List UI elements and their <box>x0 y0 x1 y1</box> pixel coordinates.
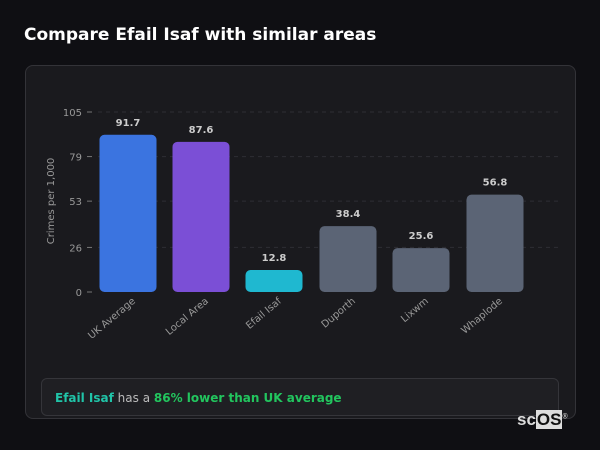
x-tick-label: Whaplode <box>459 296 504 337</box>
place-name: Efail Isaf <box>55 391 114 405</box>
chart-card: 0 26 53 79 105 Crimes per 1,000 91.7 UK Average… <box>25 65 576 419</box>
x-tick-label: UK Average <box>86 296 138 342</box>
page-title: Compare Efail Isaf with similar areas <box>24 25 377 45</box>
bar-efail-isaf <box>245 270 303 292</box>
data-label: 87.6 <box>189 125 214 136</box>
summary-text: has a <box>113 391 154 405</box>
bar-lixwm <box>392 248 450 292</box>
scos-logo: scOS® <box>517 410 568 429</box>
bar-whaplode <box>466 194 524 292</box>
y-axis-label: Crimes per 1,000 <box>46 158 57 245</box>
bar-duporth <box>319 226 377 292</box>
y-tick-label: 79 <box>69 153 82 164</box>
comparison-summary: Efail Isaf has a 86% lower than UK avera… <box>41 378 559 416</box>
data-label: 12.8 <box>262 253 287 264</box>
bar-chart: 0 26 53 79 105 Crimes per 1,000 91.7 UK Average… <box>46 108 561 342</box>
bar-local-area <box>172 141 230 292</box>
x-tick-label: Efail Isaf <box>244 296 284 332</box>
data-label: 91.7 <box>116 118 141 129</box>
comparison-value: 86% lower than UK average <box>153 391 342 405</box>
bar-uk-average <box>99 134 157 292</box>
x-tick-label: Lixwm <box>399 296 431 325</box>
y-tick-label: 0 <box>76 288 82 299</box>
y-tick-label: 105 <box>63 108 82 119</box>
data-label: 25.6 <box>409 231 434 242</box>
data-label: 56.8 <box>483 178 508 189</box>
y-tick-label: 53 <box>69 197 82 208</box>
data-label: 38.4 <box>336 209 361 220</box>
y-tick-label: 26 <box>69 243 82 254</box>
x-tick-label: Duporth <box>320 296 358 331</box>
x-tick-label: Local Area <box>164 296 211 338</box>
